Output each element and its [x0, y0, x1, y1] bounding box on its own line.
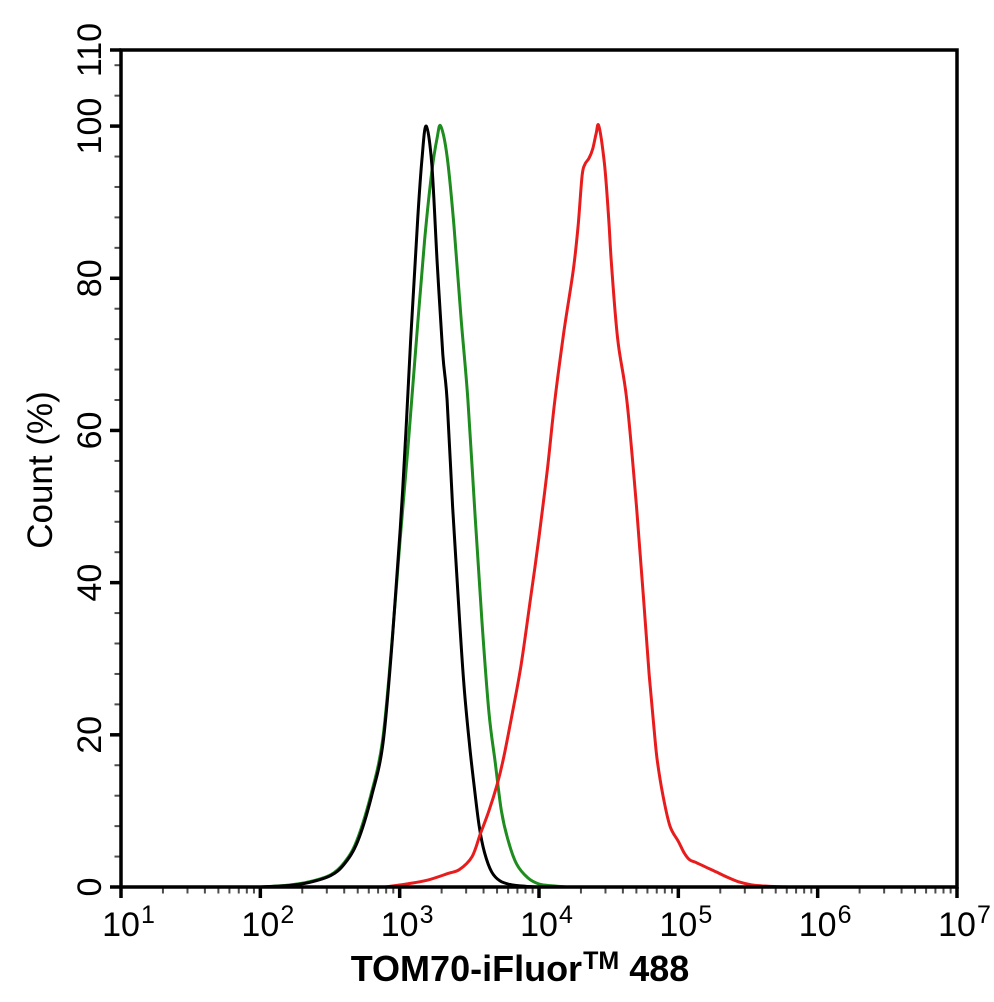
curve-red [383, 123, 792, 889]
x-tick-exponent: 4 [559, 901, 573, 929]
x-tick-label: 10 [102, 906, 140, 944]
x-axis-label-suffix: 488 [629, 948, 689, 989]
x-tick-exponent: 5 [698, 901, 712, 929]
x-tick-label: 10 [241, 906, 279, 944]
y-tick-label: 60 [71, 412, 109, 450]
x-tick-exponent: 1 [141, 901, 155, 929]
minor-ticks [114, 64, 952, 894]
x-tick-label: 10 [381, 906, 419, 944]
curve-black [258, 124, 541, 889]
x-axis-label: TOM70-iFluorTM 488 [351, 947, 690, 989]
x-tick-label: 10 [799, 906, 837, 944]
x-tick-exponent: 7 [977, 901, 991, 929]
x-axis-label-main: TOM70-iFluor [351, 948, 582, 989]
x-tick-label: 10 [520, 906, 558, 944]
major-ticks [110, 48, 959, 898]
x-tick-exponent: 2 [280, 901, 294, 929]
y-tick-label: 20 [71, 716, 109, 754]
trademark-superscript: TM [583, 947, 619, 975]
curves [258, 123, 792, 889]
frame [119, 48, 959, 889]
y-tick-label: 40 [71, 564, 109, 602]
x-tick-label: 10 [938, 906, 976, 944]
x-tick-exponent: 6 [838, 901, 852, 929]
y-tick-label: 80 [71, 259, 109, 297]
y-tick-label: 110 [71, 23, 109, 77]
plot-border [119, 48, 959, 889]
y-tick-label: 0 [71, 878, 109, 897]
y-axis-label: Count (%) [21, 391, 60, 549]
x-tick-label: 10 [659, 906, 697, 944]
curve-green [258, 123, 569, 889]
y-tick-label: 100 [71, 98, 109, 155]
x-tick-exponent: 3 [420, 901, 434, 929]
